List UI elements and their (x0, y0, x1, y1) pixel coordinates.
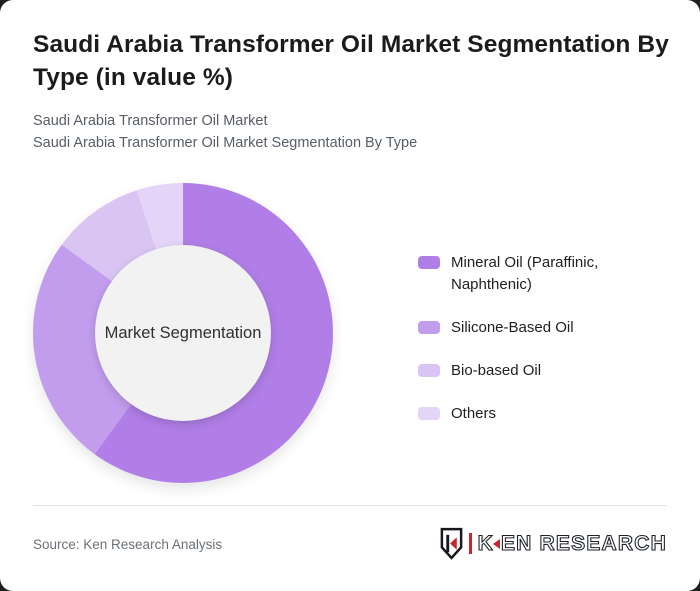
subtitle-block: Saudi Arabia Transformer Oil Market Saud… (33, 110, 417, 154)
legend-item: Bio-based Oil (418, 360, 651, 382)
donut-hole: Market Segmentation (95, 245, 271, 421)
legend-item: Mineral Oil (Paraffinic, Naphthenic) (418, 252, 651, 296)
legend-swatch-icon (418, 407, 440, 420)
subtitle-line-2: Saudi Arabia Transformer Oil Market Segm… (33, 135, 418, 151)
legend-item-label: Bio-based Oil (451, 362, 542, 379)
source-note: Source: Ken Research Analysis (33, 537, 223, 552)
footer-divider (33, 505, 667, 506)
legend-swatch-icon (418, 256, 440, 269)
legend-item: Others (418, 403, 651, 425)
red-triangle-icon (492, 538, 500, 549)
subtitle-line-1: Saudi Arabia Transformer Oil Market (33, 113, 268, 129)
legend-item-label: Others (451, 405, 497, 422)
legend-swatch-icon (418, 364, 440, 377)
page-title: Saudi Arabia Transformer Oil Market Segm… (33, 31, 669, 91)
logo-wordmark: K EN RESEARCH (477, 531, 667, 555)
donut-center-label: Market Segmentation (104, 323, 262, 342)
legend-swatch-icon (418, 321, 440, 334)
logo-divider-bar (468, 533, 472, 554)
donut-chart: Market Segmentation (33, 183, 333, 483)
ken-research-logo: K EN RESEARCH (439, 527, 667, 560)
legend-item: Silicone-Based Oil (418, 317, 651, 339)
legend: Mineral Oil (Paraffinic, Naphthenic) Sil… (418, 252, 651, 425)
shield-k-icon (440, 527, 462, 560)
legend-item-label: Mineral Oil (Paraffinic, Naphthenic) (451, 254, 599, 293)
legend-item-label: Silicone-Based Oil (451, 319, 574, 336)
